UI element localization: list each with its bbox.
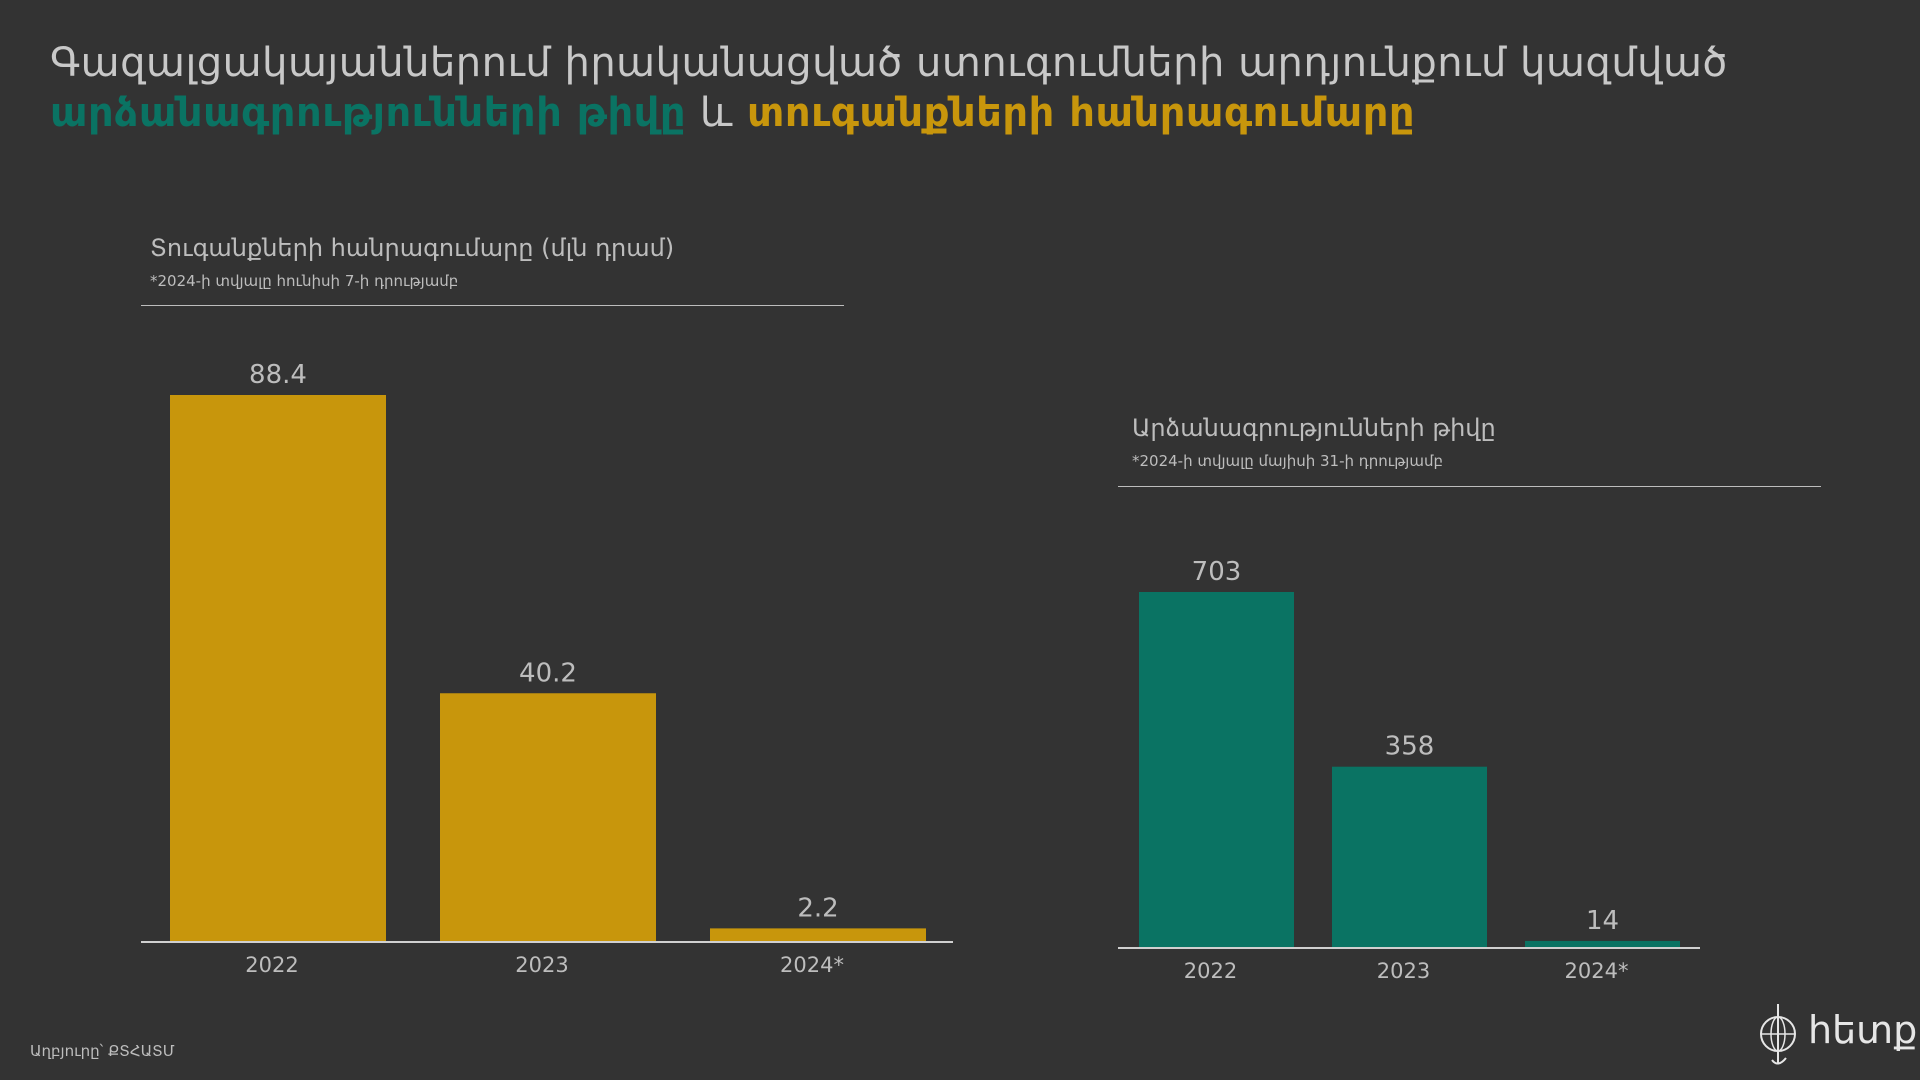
fines-bar-2022 [170, 395, 386, 942]
count-value-label: 703 [1192, 557, 1242, 587]
fines-category-label: 2024* [780, 953, 844, 977]
compass-globe-icon [1760, 1004, 1796, 1065]
count-bar-2024 [1525, 940, 1680, 948]
fines-value-label: 40.2 [519, 658, 577, 688]
title-connector: և [700, 90, 733, 136]
fines-bar-2023 [440, 693, 656, 942]
fines-chart-title: Տուգանքների հանրագումարը (մլն դրամ) [150, 234, 675, 262]
fines-value-label: 88.4 [249, 360, 307, 390]
count-value-label: 14 [1586, 906, 1619, 936]
fines-chart-note: *2024-ի տվյալը հունիսի 7-ի դրությամբ [150, 272, 459, 290]
fines-chart-header: Տուգանքների հանրագումարը (մլն դրամ) *202… [150, 234, 674, 290]
title-line-2: արձանագրությունների թիվը և տուգանքների հան… [50, 88, 1850, 138]
logo-wordmark: hետք [1808, 1008, 1918, 1052]
title-line-1: Գազալցակայաններում իրականացված ստուգումն… [50, 40, 1728, 86]
count-value-label: 358 [1385, 732, 1435, 762]
brand-logo: hետք [1756, 1000, 1917, 1068]
fines-category-label: 2022 [245, 953, 298, 977]
count-chart-note: *2024-ի տվյալը մայիսի 31-ի դրությամբ [1132, 452, 1444, 470]
count-chart-header: Արձանագրությունների թիվը *2024-ի տվյալը … [1132, 414, 1496, 470]
count-category-label: 2024* [1565, 959, 1629, 983]
title-highlight-count: արձանագրությունների թիվը [50, 90, 687, 136]
count-category-label: 2022 [1184, 959, 1237, 983]
page-title: Գազալցակայաններում իրականացված ստուգումն… [50, 38, 1850, 138]
fines-bar-2024 [710, 928, 926, 942]
count-chart-header-rule [1118, 486, 1821, 487]
count-bar-2022 [1139, 592, 1294, 948]
count-category-label: 2023 [1377, 959, 1430, 983]
fines-chart-header-rule [141, 305, 844, 306]
fines-category-label: 2023 [515, 953, 568, 977]
fines-value-label: 2.2 [797, 893, 838, 923]
source-note: Աղբյուրը՝ ՔՏՀԱՏՄ [30, 1042, 175, 1060]
count-bar-2023 [1332, 766, 1487, 948]
count-chart-title: Արձանագրությունների թիվը [1132, 414, 1496, 442]
title-highlight-fines: տուգանքների հանրագումարը [747, 90, 1416, 136]
